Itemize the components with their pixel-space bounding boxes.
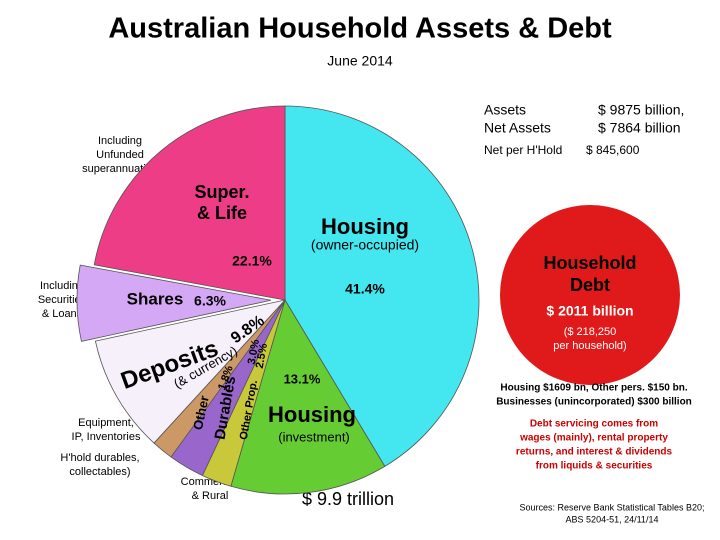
debt-servicing: wages (mainly), rental property bbox=[519, 433, 668, 444]
slice-label: & Life bbox=[197, 203, 247, 223]
pie: Housing(owner-occupied)41.4%Housing(inve… bbox=[76, 105, 480, 495]
debt-circle bbox=[500, 205, 680, 385]
slice-value-label: 3.0% bbox=[246, 338, 262, 365]
per-hhold-label: Net per H'Hold bbox=[484, 143, 562, 157]
pie-slice bbox=[76, 264, 272, 342]
debt-title: Debt bbox=[570, 275, 610, 295]
slice-label: Super. bbox=[194, 182, 249, 202]
sources: Sources: Reserve Bank Statistical Tables… bbox=[520, 502, 705, 512]
shares-note: & Loans bbox=[42, 308, 83, 320]
debt-per-household: per household) bbox=[553, 340, 626, 352]
slice-value-label: 41.4% bbox=[345, 281, 385, 297]
title: Australian Household Assets & Debt bbox=[108, 13, 612, 45]
slice-label: Housing bbox=[268, 402, 356, 427]
assets-label: Assets bbox=[484, 102, 526, 118]
debt-title: Household bbox=[544, 253, 637, 273]
slice-label: (investment) bbox=[278, 429, 350, 444]
pie-slice bbox=[93, 105, 286, 301]
slice-value-label: 6.3% bbox=[194, 293, 226, 309]
debt-servicing: Debt servicing comes from bbox=[530, 419, 658, 430]
shares-note: Including bbox=[40, 280, 84, 292]
net-assets-label: Net Assets bbox=[484, 120, 551, 136]
per-hhold-value: $ 845,600 bbox=[586, 143, 640, 157]
slice-label: Housing bbox=[321, 214, 409, 239]
net-assets-value: $ 7864 billion bbox=[598, 120, 681, 136]
pie-slice bbox=[230, 299, 386, 495]
other-prop-note: & Rural bbox=[192, 490, 229, 502]
durables-note: collectables) bbox=[69, 466, 130, 478]
debt-per-household: ($ 218,250 bbox=[564, 326, 617, 338]
slice-label: (owner-occupied) bbox=[311, 237, 419, 253]
slice-value-label: 2.5% bbox=[254, 342, 270, 369]
pie-slice bbox=[94, 299, 287, 444]
slice-label: Other bbox=[190, 394, 212, 431]
sources: ABS 5204-51, 24/11/14 bbox=[566, 514, 659, 524]
super-note: Unfunded bbox=[96, 149, 144, 161]
debt-split: Businesses (unincorporated) $300 billion bbox=[496, 397, 692, 408]
other-note: IP, Inventories bbox=[72, 431, 141, 443]
slice-label: Shares bbox=[127, 289, 184, 308]
debt-servicing: from liquids & securities bbox=[536, 461, 653, 472]
pie-slice bbox=[284, 105, 480, 467]
debt-split: Housing $1609 bn, Other pers. $150 bn. bbox=[500, 383, 688, 394]
debt-servicing: returns, and interest & dividends bbox=[516, 447, 673, 458]
shares-note: Securities bbox=[38, 294, 87, 306]
assets-value: $ 9875 billion, bbox=[598, 102, 684, 118]
durables-note: H'hold durables, bbox=[60, 452, 139, 464]
super-note: Including bbox=[98, 135, 142, 147]
other-note: Equipment, bbox=[78, 417, 134, 429]
slice-value-label: 22.1% bbox=[232, 253, 272, 269]
debt-value: $ 2011 billion bbox=[546, 303, 633, 319]
total: $ 9.9 trillion bbox=[302, 489, 394, 509]
slice-value-label: 13.1% bbox=[284, 371, 321, 386]
subtitle: June 2014 bbox=[327, 53, 393, 69]
